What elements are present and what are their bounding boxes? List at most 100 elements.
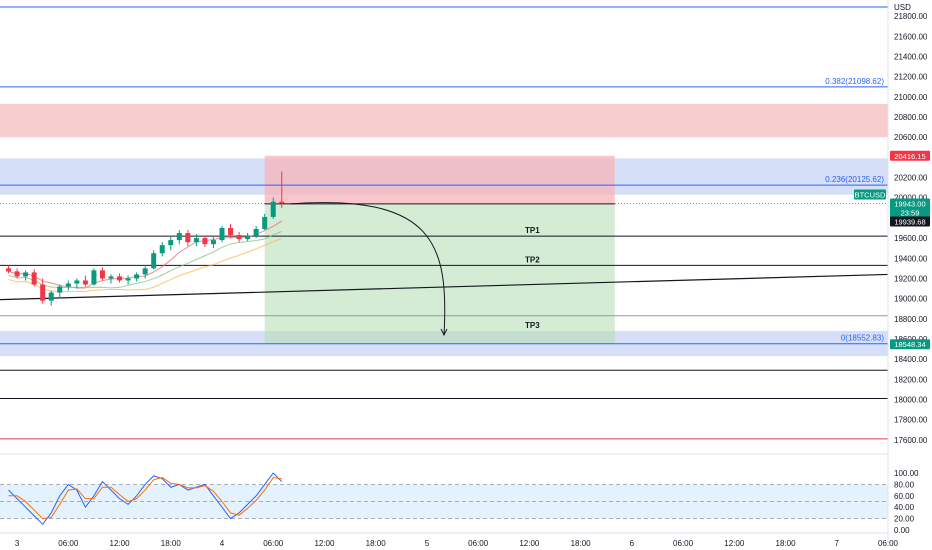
price-tick-label: 19200.00 <box>894 274 928 283</box>
candle-body <box>31 272 37 285</box>
tp-label: TP3 <box>525 321 540 330</box>
candle-body <box>159 245 165 254</box>
price-tick-label: 20000.00 <box>894 194 928 203</box>
time-tick-label: 3 <box>15 539 20 548</box>
price-badge-text: 23:59 <box>901 208 920 217</box>
candle-body <box>65 283 71 287</box>
stop-loss-zone <box>264 155 615 204</box>
price-badge-text: 18548.34 <box>894 340 925 349</box>
time-tick-label: 12:00 <box>724 539 745 548</box>
time-tick-label: 06:00 <box>58 539 79 548</box>
price-tick-label: 21600.00 <box>894 32 928 41</box>
candle-body <box>176 233 182 241</box>
candle-body <box>193 238 199 243</box>
price-badge-text: 19943.00 <box>894 199 925 208</box>
projection-arrowhead <box>440 328 448 337</box>
candle-body <box>262 216 268 230</box>
price-tick-label: 18800.00 <box>894 315 928 324</box>
price-tick-label: 19000.00 <box>894 295 928 304</box>
price-tick-label: 20800.00 <box>894 113 928 122</box>
price-tick-label: 17600.00 <box>894 436 928 445</box>
rsi-tick-label: 20.00 <box>894 515 915 524</box>
time-tick-label: 06:00 <box>878 539 899 548</box>
candle-body <box>6 268 12 272</box>
rsi-tick-label: 100.00 <box>894 469 919 478</box>
candle-body <box>270 201 276 217</box>
currency-label: USD <box>894 3 911 12</box>
time-tick-label: 18:00 <box>161 539 182 548</box>
rsi-tick-label: 60.00 <box>894 492 915 501</box>
candle-body <box>219 228 225 241</box>
fib-level-label: 0.236(20125.62) <box>825 175 884 184</box>
supply-zone <box>0 103 888 138</box>
price-badge <box>854 189 886 200</box>
candle-body <box>48 292 54 301</box>
price-tick-label: 21000.00 <box>894 93 928 102</box>
tp-label: TP2 <box>525 255 540 264</box>
time-tick-label: 7 <box>835 539 840 548</box>
price-badge-text: 20416.15 <box>894 152 925 161</box>
price-tick-label: 21800.00 <box>894 12 928 21</box>
price-tick-label: 19400.00 <box>894 254 928 263</box>
candle-body <box>228 228 234 236</box>
rsi-tick-label: 0.00 <box>894 526 910 535</box>
candle-body <box>142 268 148 275</box>
price-badge <box>890 207 930 218</box>
candle-body <box>245 236 251 240</box>
rsi-series-orange <box>8 477 282 520</box>
price-badge <box>890 198 930 209</box>
candle-body <box>185 233 191 243</box>
candle-body <box>125 278 131 281</box>
time-tick-label: 06:00 <box>468 539 489 548</box>
time-tick-label: 4 <box>220 539 225 548</box>
candle-body <box>279 201 285 204</box>
fib-level-label: 0(18552.83) <box>841 334 884 343</box>
price-tick-label: 20600.00 <box>894 133 928 142</box>
moving-average-line <box>8 238 282 293</box>
candle-body <box>40 284 46 301</box>
candle-body <box>14 271 20 277</box>
price-badge <box>890 339 930 350</box>
time-tick-label: 12:00 <box>314 539 335 548</box>
price-tick-label: 20200.00 <box>894 174 928 183</box>
price-tick-label: 18400.00 <box>894 355 928 364</box>
price-tick-label: 18200.00 <box>894 375 928 384</box>
moving-average-line <box>8 230 282 289</box>
take-profit-zone <box>264 203 615 345</box>
time-tick-label: 6 <box>630 539 635 548</box>
candle-body <box>210 240 216 245</box>
time-tick-label: 18:00 <box>776 539 797 548</box>
candles-layer <box>6 171 285 306</box>
price-tick-label: 17800.00 <box>894 416 928 425</box>
price-tick-label: 21200.00 <box>894 73 928 82</box>
rsi-tick-label: 80.00 <box>894 480 915 489</box>
price-tick-label: 19600.00 <box>894 234 928 243</box>
annotation-layer <box>290 202 448 337</box>
time-tick-label: 18:00 <box>571 539 592 548</box>
price-badge-text: 19939.68 <box>894 217 925 226</box>
candle-body <box>168 240 174 246</box>
candle-body <box>57 286 63 293</box>
candle-body <box>82 280 88 285</box>
price-tick-label: 18000.00 <box>894 396 928 405</box>
candle-body <box>91 270 97 285</box>
rsi-tick-label: 40.00 <box>894 503 915 512</box>
candle-body <box>117 276 123 281</box>
levels-layer: 0.382(21098.62) 0.236(20125.62) 0(18552.83… <box>0 6 889 440</box>
time-tick-label: 18:00 <box>366 539 387 548</box>
candle-body <box>134 274 140 279</box>
candle-body <box>23 272 29 277</box>
candle-body <box>74 280 80 284</box>
candle-body <box>151 253 157 269</box>
price-badge <box>890 216 930 227</box>
candle-body <box>202 238 208 245</box>
time-tick-label: 06:00 <box>673 539 694 548</box>
tp-label: TP1 <box>525 226 540 235</box>
price-tick-label: 21400.00 <box>894 52 928 61</box>
time-tick-label: 5 <box>425 539 430 548</box>
rsi-layer <box>0 453 888 526</box>
candle-body <box>99 270 105 279</box>
time-tick-label: 12:00 <box>519 539 540 548</box>
